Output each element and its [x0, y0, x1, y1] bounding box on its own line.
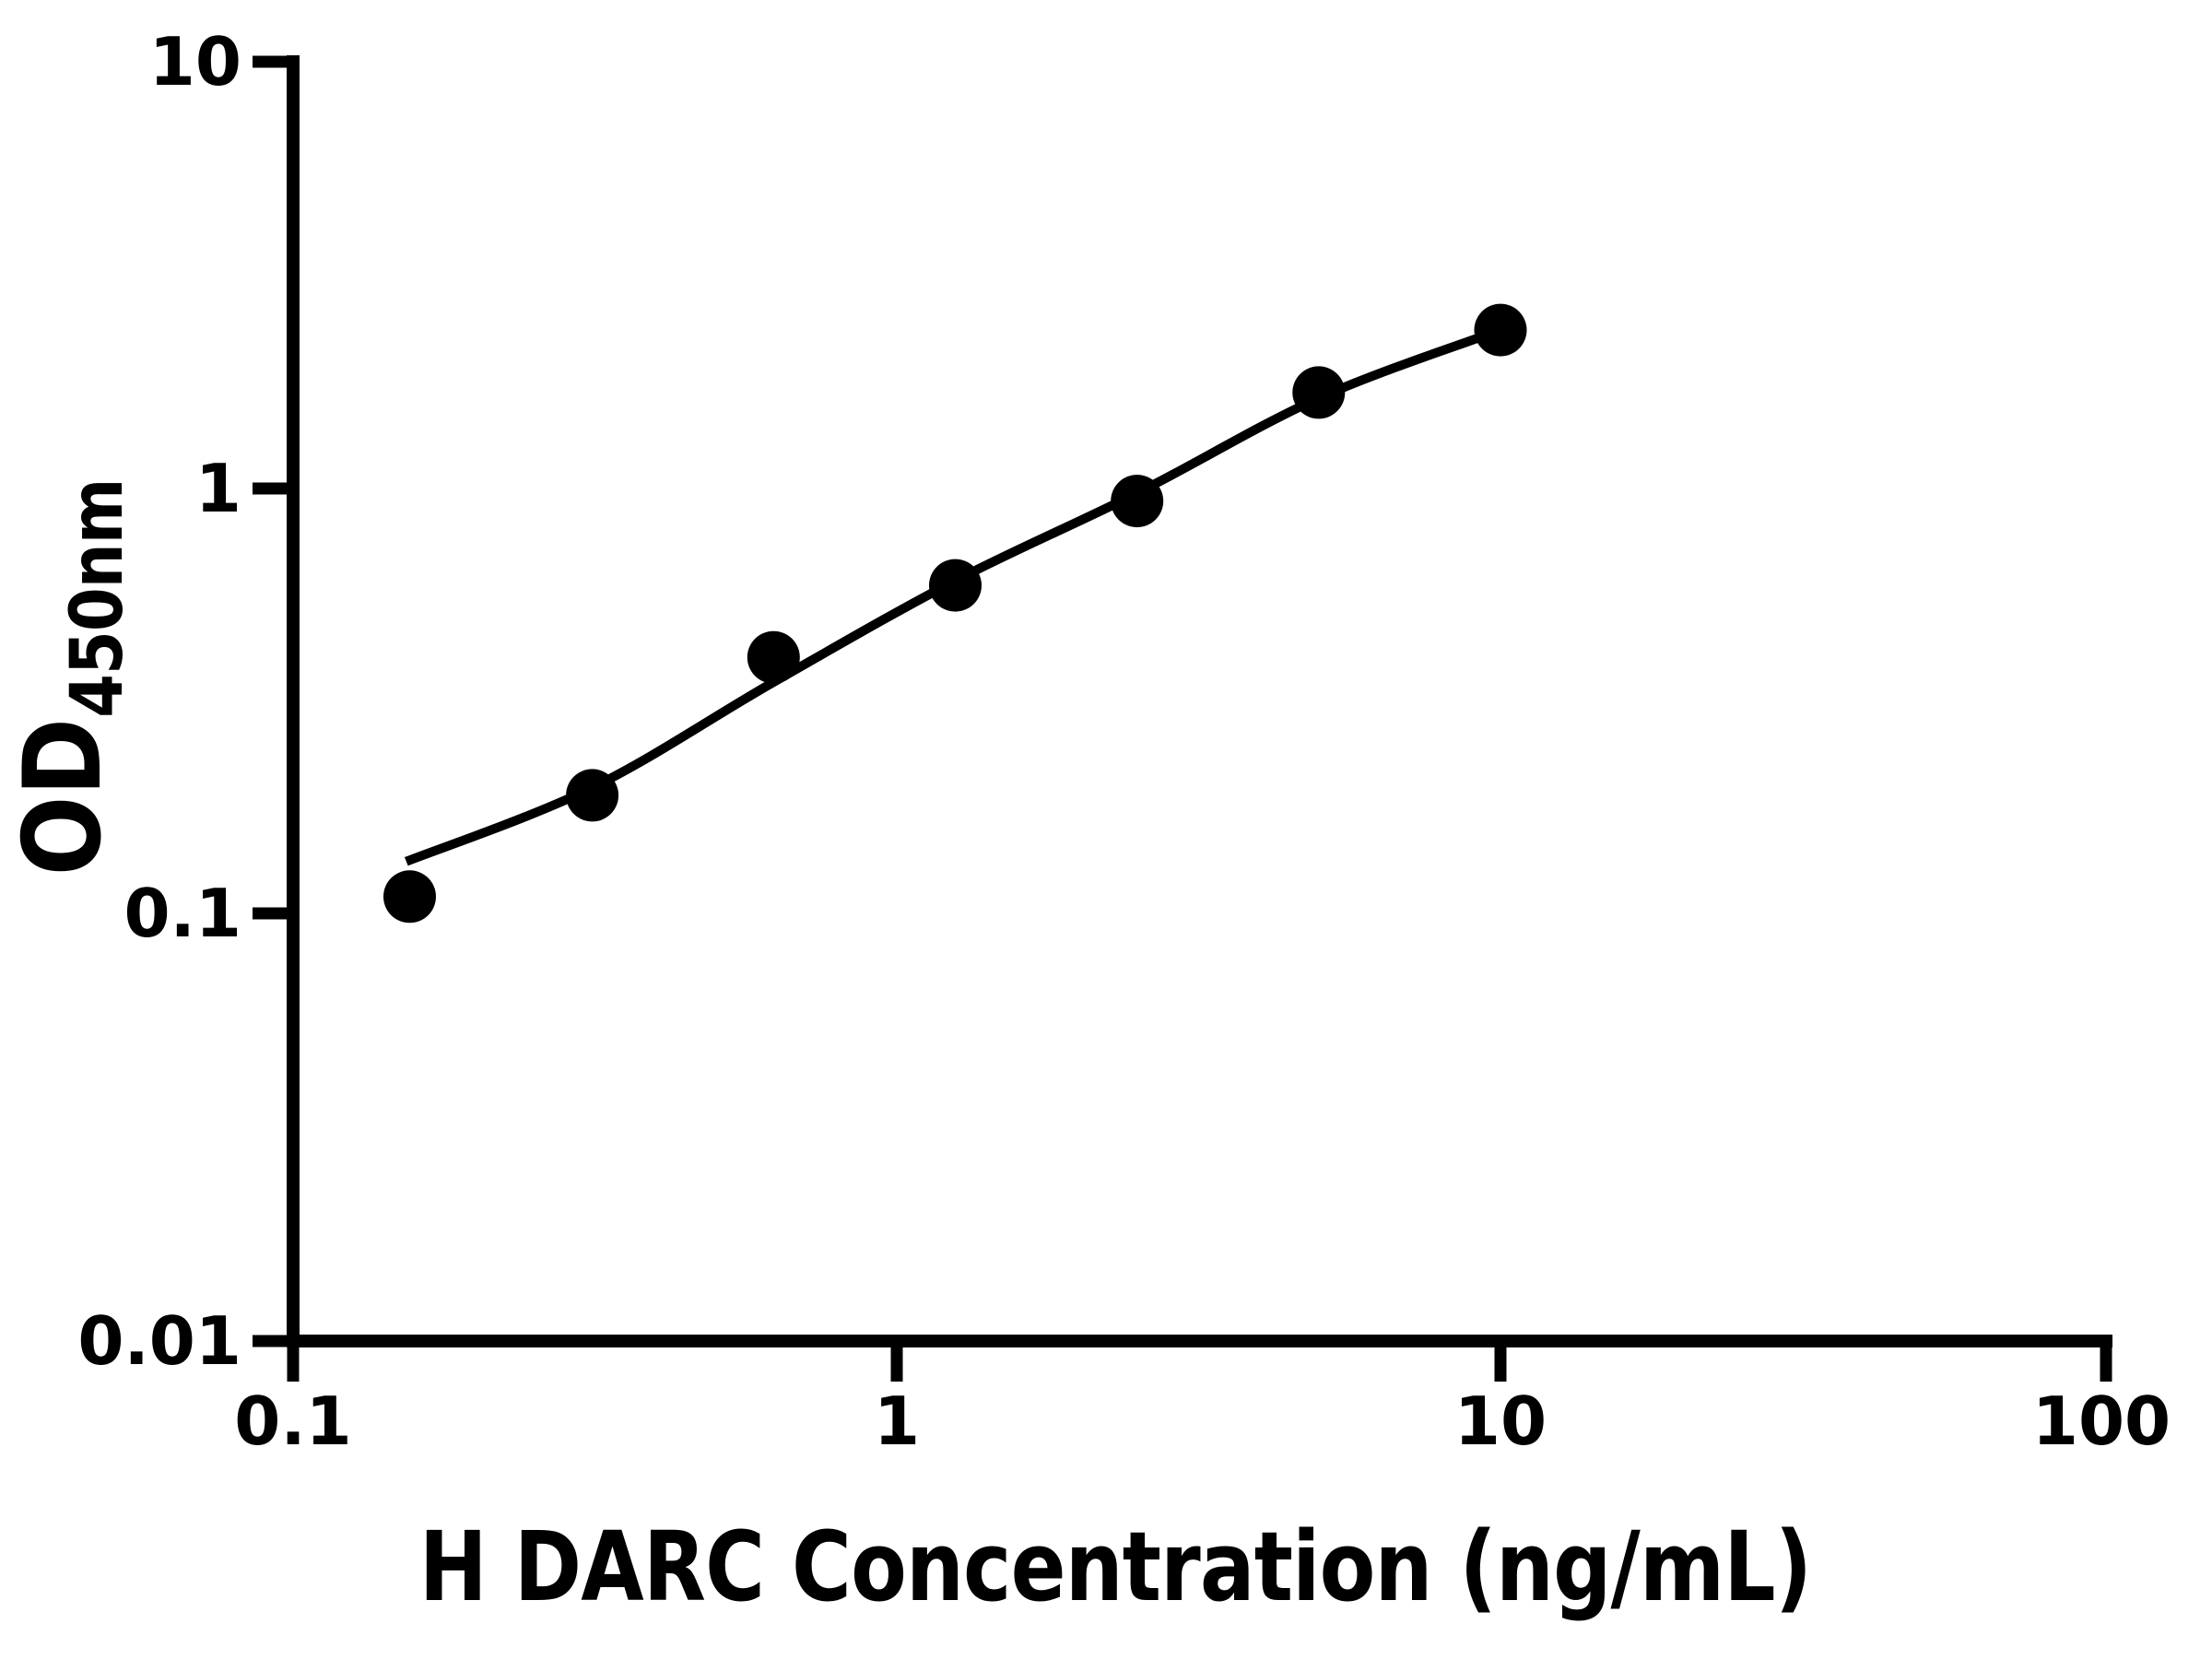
data-point	[747, 630, 800, 684]
y-axis-title-subscript: 450nm	[56, 478, 139, 718]
data-point	[566, 769, 619, 822]
axes	[287, 55, 2112, 1347]
data-point	[1292, 366, 1346, 419]
x-tick-label-0.1: 0.1	[234, 1382, 352, 1460]
data-point	[1474, 303, 1527, 357]
data-point	[1111, 475, 1164, 528]
x-tick-label-10: 10	[1453, 1382, 1547, 1460]
y-tick-label-10: 10	[148, 23, 241, 100]
x-tick-marks	[287, 1341, 2112, 1382]
x-tick-label-100: 100	[2031, 1382, 2171, 1460]
x-tick-label-1: 1	[873, 1382, 921, 1460]
data-point-markers	[383, 303, 1527, 924]
y-tick-label-1: 1	[194, 450, 241, 527]
y-tick-label-0.1: 0.1	[124, 875, 241, 952]
y-axis-title: OD450nm	[1, 479, 139, 877]
y-tick-label-0.01: 0.01	[77, 1302, 241, 1380]
x-axis-title: H DARC Concentration (ng/mL)	[418, 1511, 1812, 1623]
data-point	[383, 870, 436, 924]
y-axis-title-main: OD	[1, 717, 125, 877]
data-point	[929, 559, 982, 612]
y-tick-marks	[253, 55, 293, 1347]
